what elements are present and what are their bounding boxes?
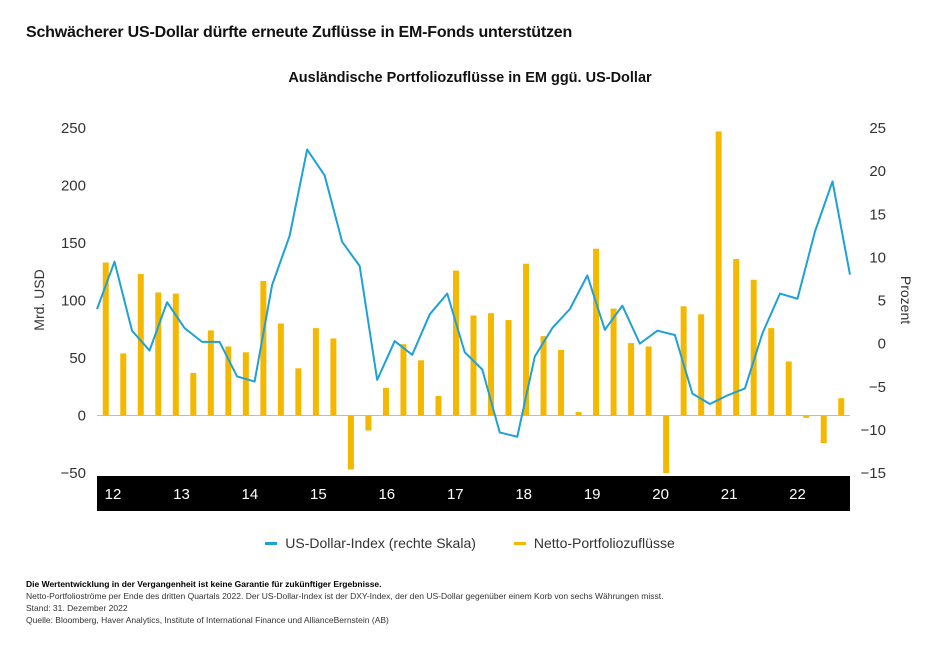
bar <box>558 349 565 416</box>
bar <box>120 353 127 416</box>
y-axis-label-right: Prozent <box>898 276 914 324</box>
x-tick-label: 18 <box>515 486 532 503</box>
bars-series <box>102 131 845 473</box>
y-tick-label-left: −50 <box>61 465 86 482</box>
bar <box>190 372 197 416</box>
bar <box>365 415 372 431</box>
y-tick-label-right: 15 <box>869 206 886 223</box>
bar <box>470 315 477 416</box>
bar <box>750 279 757 416</box>
legend-line-label: US-Dollar-Index (rechte Skala) <box>285 535 476 551</box>
bar <box>330 338 337 416</box>
chart: 12 13 14 15 16 17 18 19 20 21 22 −5005010015020025… <box>31 120 914 511</box>
y-tick-label-right: −15 <box>861 465 886 482</box>
y-tick-label-right: 20 <box>869 163 886 180</box>
y-tick-label-right: −5 <box>869 379 886 396</box>
x-tick-label: 15 <box>310 486 327 503</box>
bar <box>575 412 582 416</box>
year-band: 12 13 14 15 16 17 18 19 20 21 22 <box>97 476 850 511</box>
bar <box>347 415 354 470</box>
x-tick-label: 17 <box>447 486 464 503</box>
y-tick-label-right: 0 <box>878 336 886 353</box>
bar <box>593 248 600 416</box>
x-tick-label: 21 <box>721 486 738 503</box>
x-tick-label: 14 <box>242 486 259 503</box>
y-tick-label-left: 200 <box>61 178 86 195</box>
year-band-background <box>97 476 850 511</box>
bar <box>663 415 670 473</box>
legend: US-Dollar-Index (rechte Skala) Netto-Por… <box>0 535 940 551</box>
bar <box>295 368 302 416</box>
chart-title: Ausländische Portfoliozuflüsse in EM ggü… <box>288 70 652 86</box>
footnote-line-1: Netto-Portfolioströme per Ende des dritt… <box>26 591 664 601</box>
bar <box>242 352 249 416</box>
bar <box>785 361 792 416</box>
bar <box>628 343 635 416</box>
bar <box>540 336 547 416</box>
bar <box>488 313 495 416</box>
y-tick-label-right: 5 <box>878 293 886 310</box>
bar <box>172 293 179 416</box>
x-tick-label: 20 <box>652 486 669 503</box>
bar <box>435 395 442 416</box>
usd-index-line <box>96 148 851 438</box>
y-tick-label-right: 25 <box>869 120 886 137</box>
bar <box>312 328 319 416</box>
y-tick-label-left: 250 <box>61 120 86 137</box>
bar <box>155 292 162 416</box>
footnote-line-3: Quelle: Bloomberg, Haver Analytics, Inst… <box>26 615 389 625</box>
y-tick-label-left: 100 <box>61 293 86 310</box>
footnotes: Die Wertentwicklung in der Vergangenheit… <box>26 578 664 626</box>
bar <box>452 270 459 416</box>
y-tick-label-right: −10 <box>861 422 886 439</box>
bar <box>137 274 144 416</box>
x-tick-label: 22 <box>789 486 806 503</box>
y-tick-label-left: 50 <box>69 350 86 367</box>
bar <box>225 346 232 416</box>
y-tick-label-left: 0 <box>78 408 86 425</box>
bar <box>400 344 407 416</box>
footnote-line-2: Stand: 31. Dezember 2022 <box>26 603 128 613</box>
y-tick-label-left: 150 <box>61 235 86 252</box>
legend-item-line: US-Dollar-Index (rechte Skala) <box>265 535 476 551</box>
bar <box>715 131 722 416</box>
bar <box>820 415 827 444</box>
bar <box>382 387 389 416</box>
bar <box>768 328 775 416</box>
bar <box>277 323 284 416</box>
bar <box>260 280 267 416</box>
bar <box>417 360 424 416</box>
y-tick-label-right: 10 <box>869 249 886 266</box>
y-axis-label-left: Mrd. USD <box>31 269 47 330</box>
bar <box>610 308 617 416</box>
x-tick-label: 19 <box>584 486 601 503</box>
line-series <box>96 148 851 438</box>
bar <box>803 415 810 418</box>
bar <box>698 314 705 416</box>
bar <box>645 346 652 416</box>
x-tick-label: 13 <box>173 486 190 503</box>
legend-item-bars: Netto-Portfoliozuflüsse <box>513 535 675 551</box>
disclaimer: Die Wertentwicklung in der Vergangenheit… <box>26 579 382 589</box>
x-tick-label: 16 <box>378 486 395 503</box>
legend-bars-swatch <box>513 541 526 545</box>
bar <box>207 330 214 416</box>
bar <box>523 263 530 416</box>
bar <box>838 398 845 416</box>
legend-line-swatch <box>265 541 278 545</box>
headline: Schwächerer US-Dollar dürfte erneute Zuf… <box>26 24 573 41</box>
bar <box>102 262 109 416</box>
bar <box>733 259 740 416</box>
x-tick-label: 12 <box>105 486 122 503</box>
bar <box>505 320 512 416</box>
legend-bars-label: Netto-Portfoliozuflüsse <box>533 535 675 551</box>
